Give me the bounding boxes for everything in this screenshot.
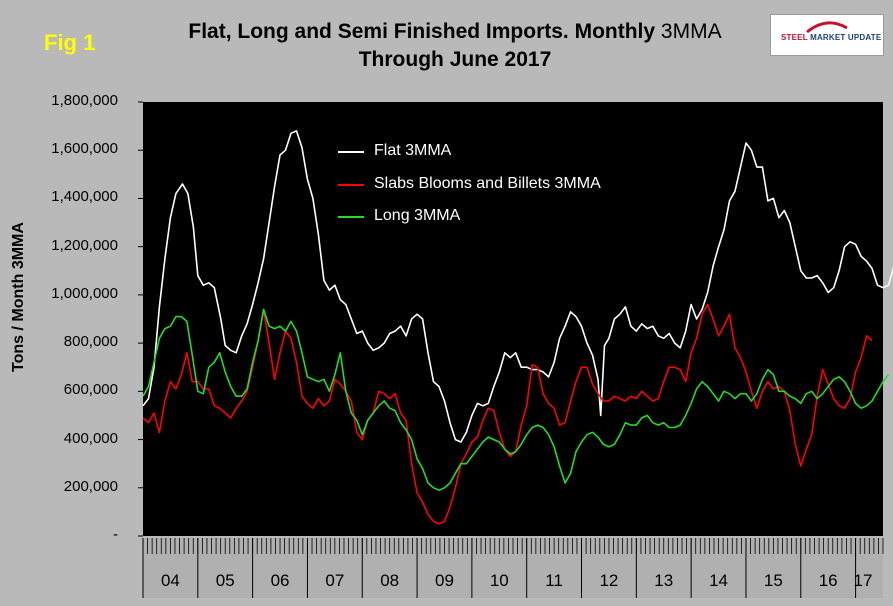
series-line-long bbox=[142, 308, 890, 492]
steel-market-update-logo: STEEL MARKET UPDATE bbox=[770, 14, 884, 56]
x-tick-label: 12 bbox=[599, 571, 619, 590]
x-tick-label: 11 bbox=[545, 571, 563, 590]
x-tick-label: 06 bbox=[270, 571, 290, 590]
x-tick-label: 15 bbox=[763, 571, 783, 590]
y-tick-label: 400,000 bbox=[63, 429, 118, 447]
series-lines bbox=[142, 130, 893, 525]
x-tick-label: 17 bbox=[853, 571, 873, 590]
chart-title: Flat, Long and Semi Finished Imports. Mo… bbox=[150, 18, 760, 74]
title-line1: Flat, Long and Semi Finished Imports. Mo… bbox=[188, 20, 656, 43]
x-tick-label: 04 bbox=[160, 571, 180, 590]
legend-label-flat: Flat 3MMA bbox=[374, 142, 452, 159]
legend-label-slabs: Slabs Blooms and Billets 3MMA bbox=[374, 175, 601, 192]
series-line-slabs bbox=[142, 303, 873, 525]
legend-swatch-flat bbox=[338, 151, 364, 153]
y-tick-label: 1,200,000 bbox=[51, 236, 118, 254]
legend: Flat 3MMA Slabs Blooms and Billets 3MMA … bbox=[320, 130, 655, 240]
x-tick-label: 09 bbox=[435, 571, 454, 590]
y-tick-label: 200,000 bbox=[63, 477, 118, 495]
y-tick-label: 1,000,000 bbox=[51, 284, 118, 302]
figure-label: Fig 1 bbox=[44, 30, 96, 55]
y-tick-label: 1,400,000 bbox=[51, 188, 118, 206]
y-tick-label: 600,000 bbox=[63, 381, 118, 399]
title-line2: Through June 2017 bbox=[358, 48, 552, 71]
series-line-flat bbox=[142, 130, 893, 443]
x-tick-label: 14 bbox=[709, 571, 728, 590]
x-tick-label: 10 bbox=[489, 571, 509, 590]
x-axis-minor-ticks bbox=[142, 538, 884, 554]
legend-swatch-slabs bbox=[338, 184, 364, 186]
title-line1-suffix: 3MMA bbox=[660, 20, 722, 43]
y-tick-label: 1,800,000 bbox=[51, 92, 118, 109]
year-dividers bbox=[142, 538, 857, 598]
legend-swatch-long bbox=[338, 216, 364, 218]
y-axis-ticks bbox=[138, 101, 143, 537]
logo-swoosh-icon bbox=[806, 21, 848, 34]
logo-text: STEEL MARKET UPDATE bbox=[781, 33, 882, 42]
x-tick-label: 05 bbox=[215, 571, 235, 590]
x-tick-label: 16 bbox=[818, 571, 838, 590]
y-tick-label: - bbox=[113, 526, 118, 543]
y-tick-label: 1,600,000 bbox=[51, 140, 118, 158]
x-tick-label: 07 bbox=[325, 571, 345, 590]
y-tick-label: 800,000 bbox=[63, 333, 118, 351]
x-tick-label: 08 bbox=[380, 571, 400, 590]
x-tick-label: 13 bbox=[654, 571, 674, 590]
legend-label-long: Long 3MMA bbox=[374, 207, 461, 224]
